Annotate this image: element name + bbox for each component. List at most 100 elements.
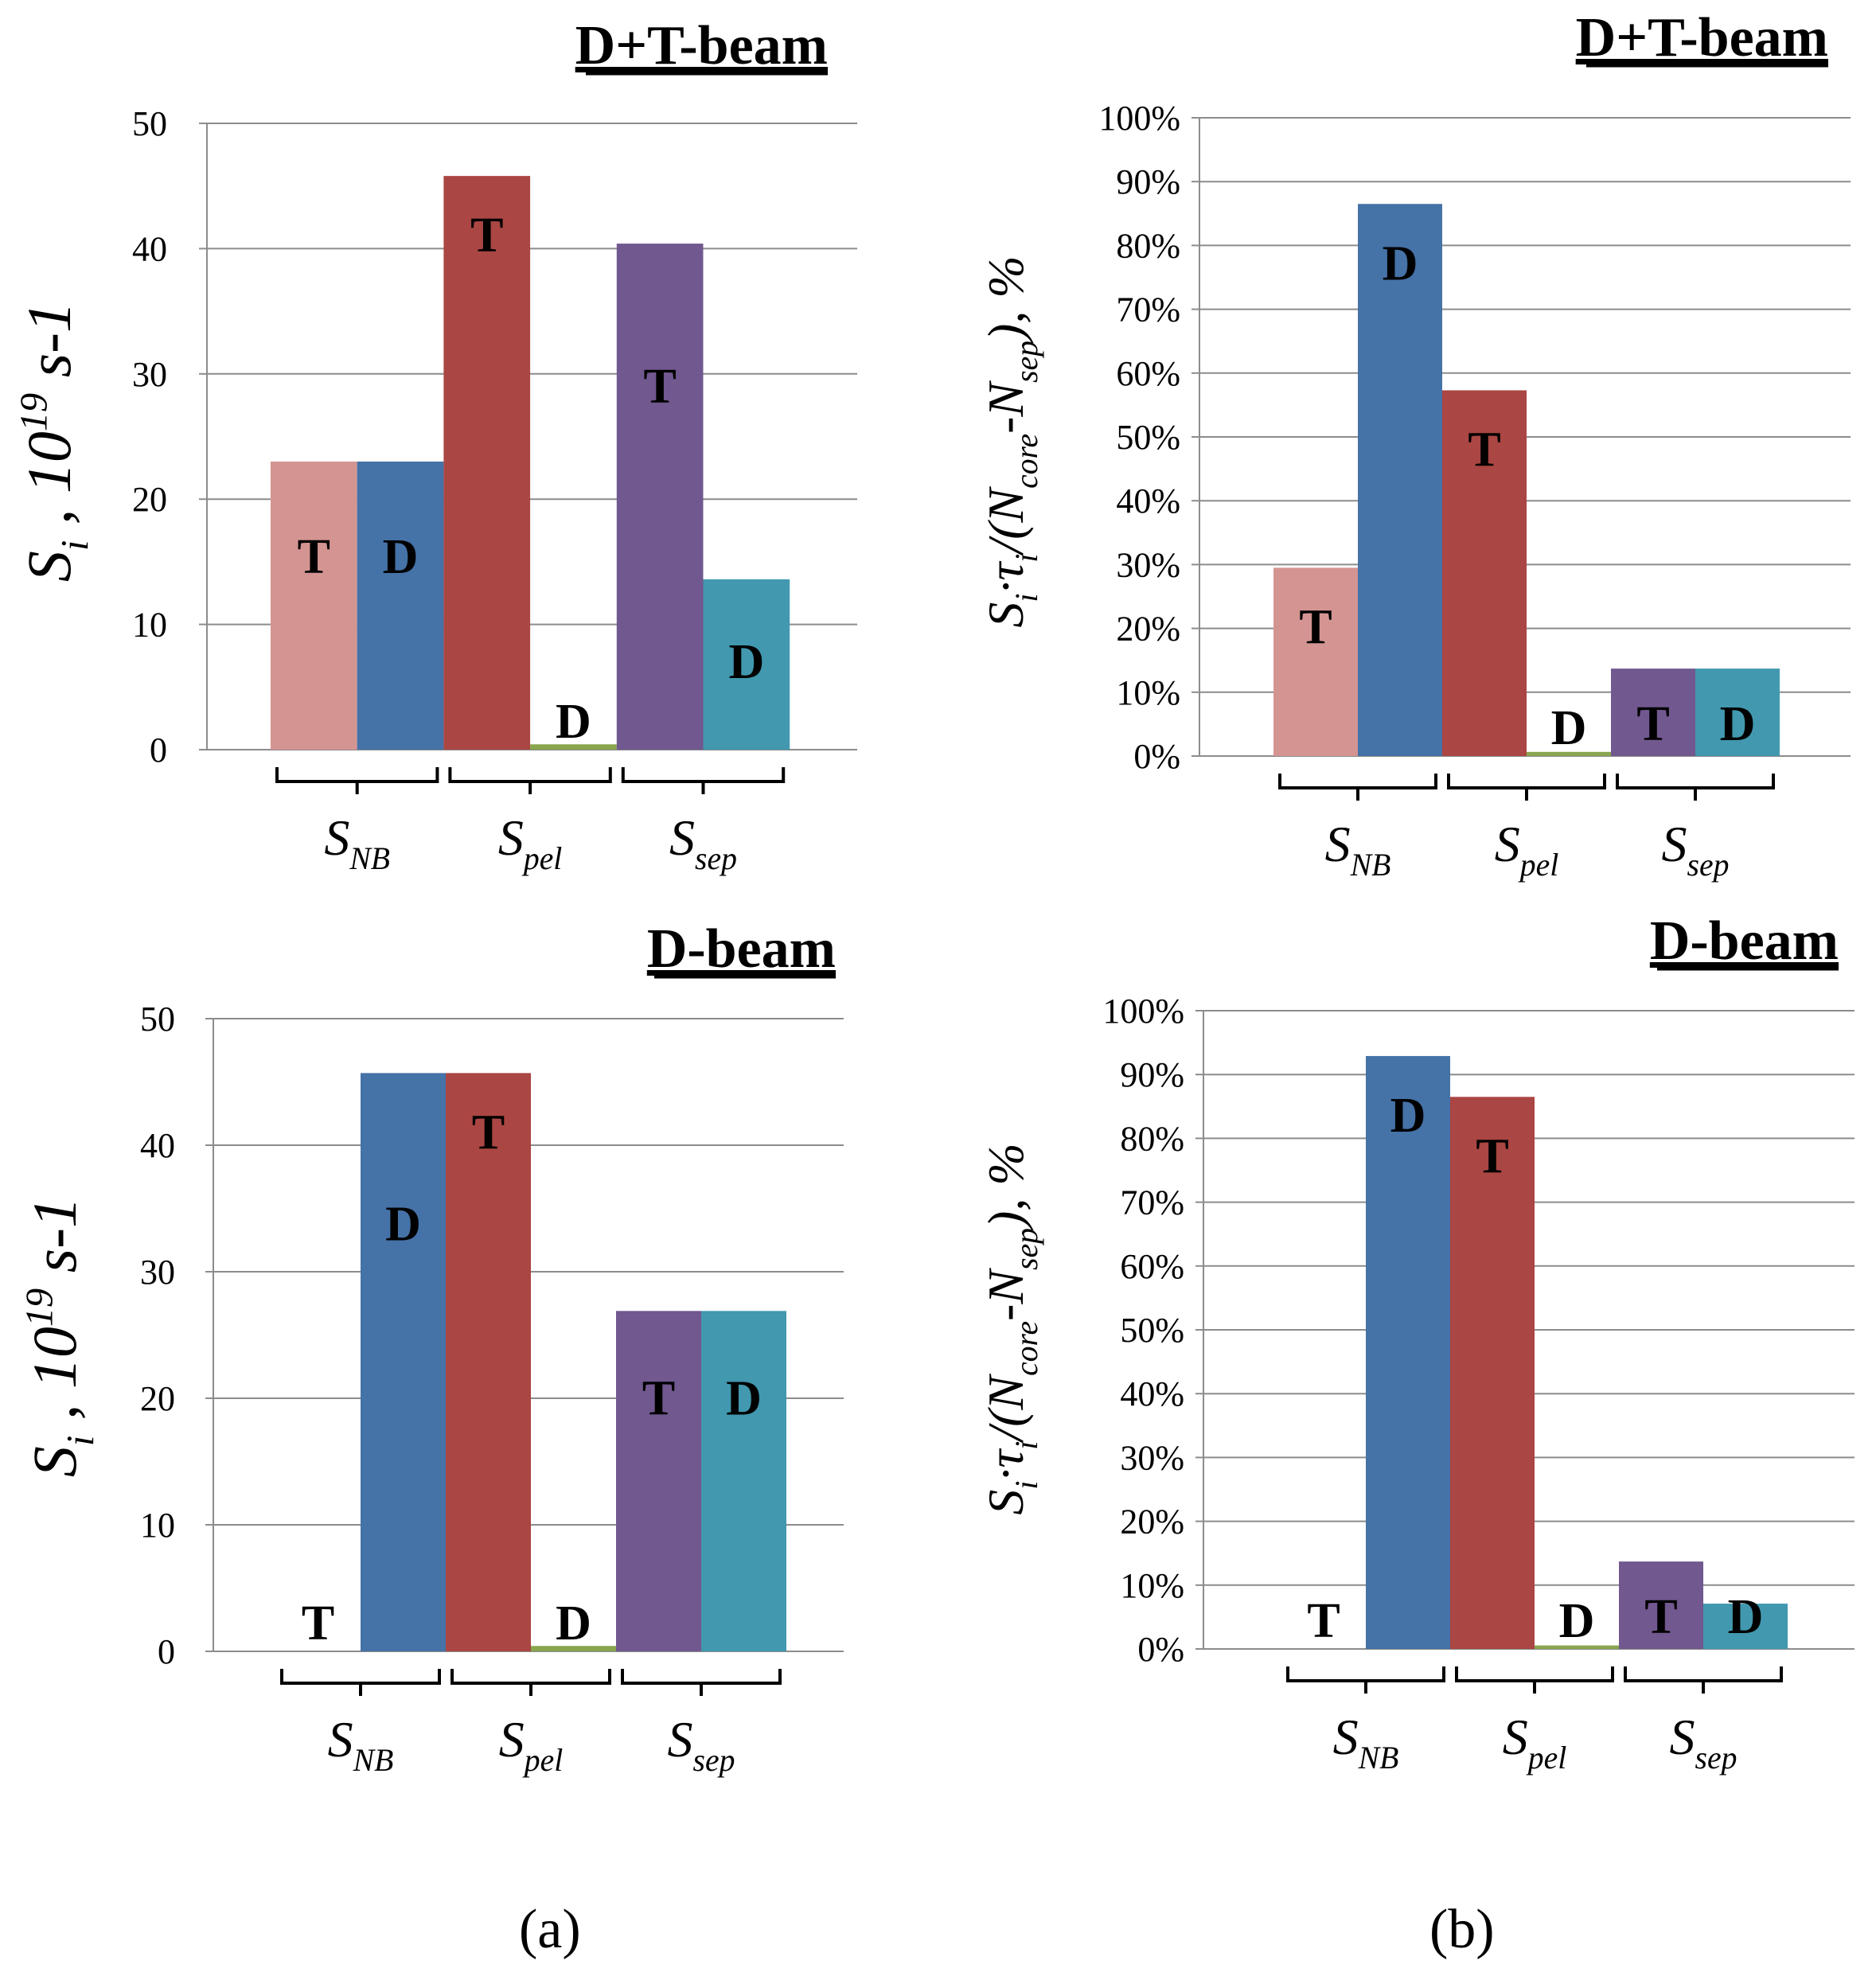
y-tick-label: 100% (1102, 992, 1184, 1031)
y-tick-label: 40 (140, 1126, 175, 1165)
y-tick-label: 0% (1137, 1630, 1184, 1669)
bar-label-s-sep-t: T (1644, 1590, 1677, 1644)
chart-title: D+T-beam (575, 15, 828, 76)
group-bracket (1447, 774, 1606, 801)
chart-panel-3: 01020304050TDTDTDSNB​Spel​Ssep​D-beamSi … (18, 918, 844, 1778)
bar-label-s-nb-d: D (1383, 236, 1418, 290)
bar-s-pel-t (443, 176, 531, 750)
group-label-s-pel: Spel​ (499, 1711, 563, 1778)
bar-label-s-nb-d: D (1390, 1089, 1426, 1143)
chart-panel-1: 01020304050TDTDTDSNB​Spel​Ssep​D+T-beamS… (13, 15, 857, 876)
group-bracket (280, 1669, 441, 1696)
y-tick-label: 20% (1116, 610, 1180, 649)
bar-s-pel-t (1442, 390, 1527, 756)
group-label-s-sep: Ssep​ (669, 809, 737, 876)
bar-label-s-pel-t: T (472, 1105, 505, 1160)
y-axis-label: Si , 1019 s-1 (18, 1197, 101, 1477)
y-tick-label: 20 (140, 1379, 175, 1418)
bar-s-pel-d (1535, 1645, 1619, 1649)
y-axis-label: Si·τi/(Ncore-Nsep), % (977, 1143, 1044, 1514)
y-tick-label: 30% (1120, 1438, 1184, 1477)
bar-s-nb-t (271, 461, 357, 750)
bar-label-s-sep-t: T (1636, 697, 1669, 751)
y-tick-label: 10 (140, 1506, 175, 1545)
bar-label-s-pel-t: T (470, 209, 503, 263)
bar-s-pel-t (446, 1073, 531, 1651)
bar-label-s-nb-t: T (298, 530, 330, 584)
panel-label-a: (a) (519, 1899, 581, 1960)
y-tick-label: 0 (158, 1632, 175, 1671)
y-tick-label: 60% (1116, 354, 1180, 393)
group-label-s-sep: Ssep​ (668, 1711, 735, 1778)
bar-label-s-pel-d: D (1551, 701, 1587, 755)
y-tick-label: 50 (140, 1000, 175, 1039)
y-tick-label: 60% (1120, 1247, 1184, 1286)
bar-label-s-sep-t: T (643, 360, 676, 414)
group-label-s-sep: Ssep​ (1662, 816, 1730, 883)
y-tick-label: 90% (1120, 1055, 1184, 1094)
bar-s-pel-d (530, 744, 617, 750)
bar-s-pel-d (1527, 751, 1611, 756)
bar-label-s-nb-d: D (385, 1197, 421, 1251)
y-tick-label: 80% (1116, 226, 1180, 265)
bar-label-s-nb-t: T (302, 1596, 334, 1651)
y-tick-label: 90% (1116, 162, 1180, 201)
bar-s-sep-t (1611, 668, 1695, 756)
bar-s-nb-t (1273, 567, 1358, 756)
y-tick-label: 40% (1116, 481, 1180, 520)
y-tick-label: 10 (132, 606, 167, 645)
bar-s-sep-d (1695, 668, 1780, 756)
chart-title: D+T-beam (1576, 7, 1828, 68)
group-label-s-pel: Spel​ (1495, 816, 1558, 883)
bar-s-nb-d (357, 461, 444, 750)
bar-label-s-sep-d: D (728, 635, 764, 689)
bar-label-s-pel-d: D (1559, 1594, 1595, 1648)
group-label-s-pel: Spel​ (1503, 1709, 1566, 1775)
bar-s-nb-d (361, 1073, 446, 1651)
y-axis-label: Si , 1019 s-1 (13, 302, 96, 582)
bar-label-s-nb-d: D (383, 530, 419, 584)
group-bracket (450, 1669, 611, 1696)
bar-label-s-nb-t: T (1307, 1594, 1340, 1648)
bar-label-s-pel-d: D (556, 695, 591, 749)
y-tick-label: 30 (132, 355, 167, 394)
y-tick-label: 10% (1120, 1566, 1184, 1605)
chart-title: D-beam (1650, 910, 1839, 972)
bar-s-nb-d (1366, 1055, 1450, 1649)
panel-label-b: (b) (1429, 1899, 1495, 1960)
group-label-s-nb: SNB​ (324, 809, 390, 876)
group-label-s-sep: Ssep​ (1670, 1709, 1738, 1775)
y-tick-label: 30% (1116, 545, 1180, 584)
y-tick-label: 50 (132, 104, 167, 143)
bar-label-s-sep-t: T (642, 1371, 675, 1425)
group-label-s-nb: SNB​ (1333, 1709, 1399, 1775)
y-tick-label: 30 (140, 1253, 175, 1292)
y-tick-label: 70% (1120, 1183, 1184, 1222)
bar-label-s-pel-t: T (1468, 423, 1500, 477)
group-bracket (1278, 774, 1437, 801)
bar-s-sep-d (703, 579, 790, 750)
bar-s-sep-t (1619, 1561, 1703, 1649)
group-bracket (1616, 774, 1775, 801)
y-tick-label: 10% (1116, 673, 1180, 712)
y-tick-label: 70% (1116, 290, 1180, 329)
bar-label-s-nb-t: T (1299, 600, 1332, 654)
bar-label-s-pel-d: D (556, 1596, 591, 1651)
y-tick-label: 100% (1098, 99, 1180, 138)
y-tick-label: 0% (1133, 737, 1180, 776)
bar-label-s-sep-d: D (1720, 697, 1756, 751)
group-bracket (621, 767, 786, 794)
group-bracket (1624, 1666, 1783, 1694)
bar-label-s-pel-t: T (1476, 1129, 1508, 1183)
group-bracket (621, 1669, 782, 1696)
y-tick-label: 40 (132, 229, 167, 268)
group-bracket (1455, 1666, 1614, 1694)
y-tick-label: 50% (1116, 418, 1180, 457)
bar-s-nb-d (1358, 204, 1442, 756)
y-tick-label: 20 (132, 480, 167, 519)
group-bracket (448, 767, 612, 794)
